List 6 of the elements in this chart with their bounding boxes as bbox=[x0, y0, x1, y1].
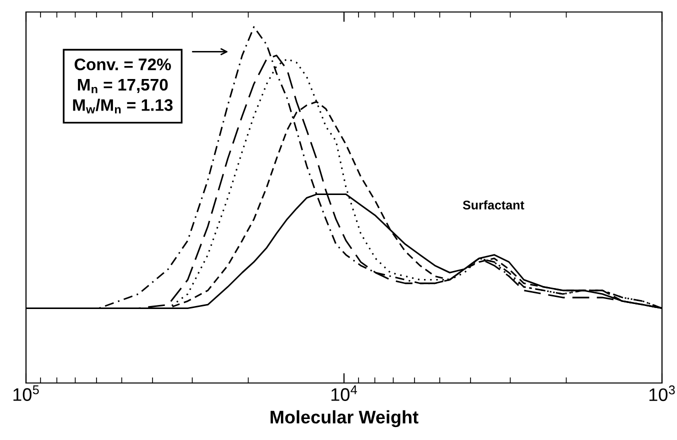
text: Conv. = 72% M$_{n}$ = 17,570 M$_{w}$/M$_{n}$ = 1.13 bbox=[73, 58, 173, 114]
x-axis-title: Molecular Weight bbox=[270, 410, 418, 428]
x-tick-label: 10$^{4}$ bbox=[331, 385, 358, 401]
x-tick-label: 10$^{5}$ bbox=[13, 385, 39, 401]
x-tick-label: 10$^{3}$ bbox=[649, 385, 675, 402]
annotation: Surfactant bbox=[462, 200, 524, 210]
